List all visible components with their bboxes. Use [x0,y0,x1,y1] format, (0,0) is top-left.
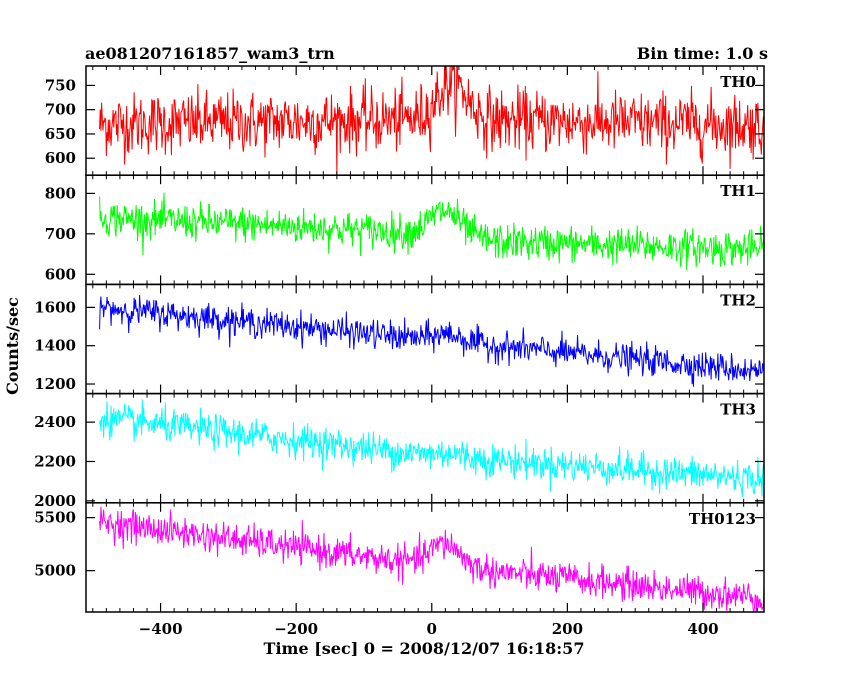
y-tick-label: 700 [45,225,76,243]
series-line-th0123 [99,506,764,612]
panel-label-th2: TH2 [720,291,756,309]
panel-th0: 600 650 700 750 TH0 [45,65,765,176]
y-tick-label: 1200 [34,375,76,393]
y-axis-label: Counts/sec [3,297,22,395]
series-line-th2 [99,294,764,387]
y-tick-label: 600 [45,149,76,167]
bin-time-label: Bin time: 1.0 s [636,44,768,63]
y-tick-label: 1400 [34,337,76,355]
panel-label-th0123: TH0123 [689,510,756,528]
panel-frame [85,502,765,613]
y-tick-label: 2000 [34,492,76,510]
panel-th3: 2000 2200 2400 TH3 [34,392,765,510]
x-tick-label: 0 [427,620,437,638]
panel-label-th3: TH3 [720,401,756,419]
panel-label-th0: TH0 [720,73,756,91]
panel-th0123: 5000 5500 TH0123 [34,502,765,613]
y-tick-label: 2400 [34,413,76,431]
panel-th1: 600 700 800 TH1 [45,174,765,286]
y-tick-label: 650 [45,125,76,143]
y-tick-label: 800 [45,184,76,202]
x-axis-label: Time [sec] 0 = 2008/12/07 16:18:57 [264,639,585,658]
y-tick-label: 1600 [34,298,76,316]
x-tick-label: 400 [687,620,718,638]
y-tick-label: 750 [45,76,76,94]
panel-label-th1: TH1 [720,182,756,200]
panels-group: 600 650 700 750 TH0 600 700 800 TH1 1200 1400 1600 T… [34,65,765,638]
panel-frame [85,392,765,504]
y-tick-label: 5500 [34,509,76,527]
y-tick-label: 5000 [34,562,76,580]
chart-title: ae081207161857_wam3_trn [85,44,335,63]
panel-th2: 1200 1400 1600 TH2 [34,283,765,395]
x-tick-label: −200 [274,620,318,638]
x-tick-label: 200 [552,620,583,638]
y-tick-label: 600 [45,265,76,283]
y-tick-label: 700 [45,101,76,119]
series-line-th0 [99,66,764,175]
x-tick-label: −400 [139,620,183,638]
y-tick-label: 2200 [34,452,76,470]
series-line-th1 [99,192,764,271]
series-line-th3 [99,399,764,498]
